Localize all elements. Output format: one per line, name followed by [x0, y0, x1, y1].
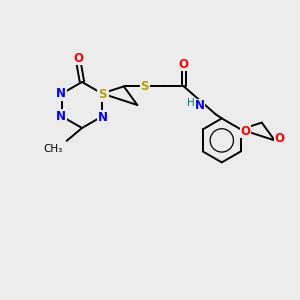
Text: N: N [56, 110, 66, 123]
Text: S: S [140, 80, 149, 93]
Text: N: N [195, 99, 205, 112]
Text: O: O [74, 52, 83, 65]
Text: O: O [275, 132, 285, 145]
Text: O: O [241, 125, 251, 138]
Text: H: H [187, 98, 195, 108]
Text: N: N [98, 86, 108, 99]
Text: N: N [56, 87, 66, 100]
Text: CH₃: CH₃ [44, 144, 63, 154]
Text: N: N [98, 111, 108, 124]
Text: S: S [98, 88, 106, 101]
Text: O: O [179, 58, 189, 71]
